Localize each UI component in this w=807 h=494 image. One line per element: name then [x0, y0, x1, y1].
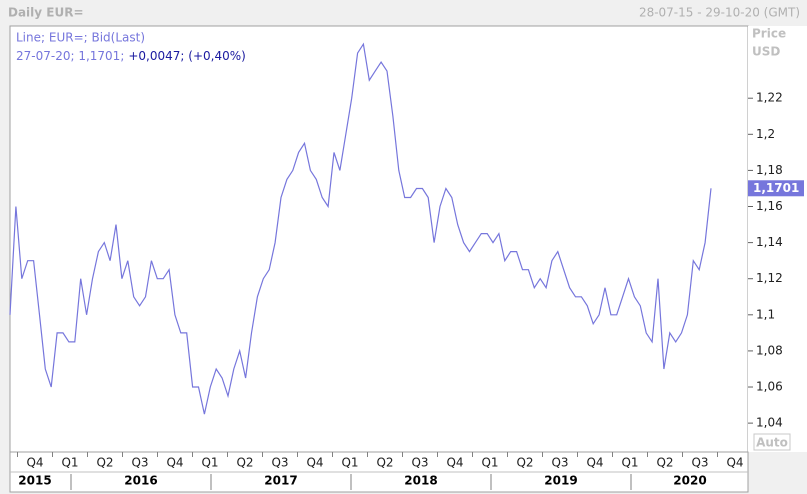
- last-price-label: 1,1701: [753, 181, 799, 195]
- chart-content: 1,04 1,06 1,08 1,1 1,12 1,14 1,16 1,18 1,2 1,22 Q4…: [9, 42, 804, 490]
- axis-unit: USD: [752, 45, 780, 59]
- y-tick-label: 1,12: [756, 271, 783, 285]
- x-tick-label: Q2: [376, 456, 393, 470]
- price-line: [9, 42, 712, 415]
- x-tick-label: Q1: [621, 456, 638, 470]
- year-label: 2019: [544, 474, 577, 488]
- year-label: 2018: [404, 474, 437, 488]
- chart-title: Daily EUR=: [8, 6, 84, 20]
- year-label: 2015: [18, 474, 51, 488]
- year-label: 2016: [124, 474, 157, 488]
- y-tick-label: 1,1: [756, 307, 775, 321]
- legend-price: 27-07-20; 1,1701; +0,0047; (+0,40%): [16, 49, 246, 63]
- year-label: 2017: [264, 474, 297, 488]
- y-tick-label: 1,08: [756, 343, 783, 357]
- x-tick-label: Q4: [726, 456, 743, 470]
- x-tick-label: Q4: [586, 456, 603, 470]
- x-tick-label: Q2: [236, 456, 253, 470]
- x-tick-label: Q1: [201, 456, 218, 470]
- last-price-box: [748, 180, 804, 197]
- x-tick-label: Q3: [131, 456, 148, 470]
- y-tick-label: 1,2: [756, 127, 775, 141]
- y-tick-label: 1,16: [756, 199, 783, 213]
- year-label: 2020: [673, 474, 706, 488]
- x-tick-label: Q1: [481, 456, 498, 470]
- plot-area: [9, 25, 749, 453]
- y-tick-label: 1,04: [756, 416, 783, 430]
- x-tick-label: Q4: [446, 456, 463, 470]
- auto-button[interactable]: [753, 433, 791, 451]
- y-tick-label: 1,14: [756, 235, 783, 249]
- x-tick-label: Q3: [411, 456, 428, 470]
- auto-button-label[interactable]: Auto: [756, 436, 788, 450]
- x-tick-label: Q4: [26, 456, 43, 470]
- x-tick-label: Q3: [271, 456, 288, 470]
- axis-title: Price: [752, 27, 786, 41]
- x-tick-label: Q1: [61, 456, 78, 470]
- y-tick-label: 1,18: [756, 163, 783, 177]
- date-range: 28-07-15 - 29-10-20 (GMT): [639, 6, 800, 20]
- x-tick-label: Q2: [516, 456, 533, 470]
- x-tick-label: Q4: [306, 456, 323, 470]
- axis-panel: [748, 26, 807, 452]
- legend-line: Line; EUR=; Bid(Last): [16, 31, 145, 45]
- legend-date-price: 27-07-20; 1,1701;: [16, 49, 124, 63]
- x-tick-label: Q2: [656, 456, 673, 470]
- x-tick-label: Q3: [691, 456, 708, 470]
- y-tick-label: 1,06: [756, 380, 783, 394]
- legend-change: +0,0047; (+0,40%): [128, 49, 245, 63]
- x-tick-label: Q2: [96, 456, 113, 470]
- x-tick-label: Q1: [341, 456, 358, 470]
- x-tick-label: Q4: [166, 456, 183, 470]
- x-tick-label: Q3: [551, 456, 568, 470]
- y-tick-label: 1,22: [756, 91, 783, 105]
